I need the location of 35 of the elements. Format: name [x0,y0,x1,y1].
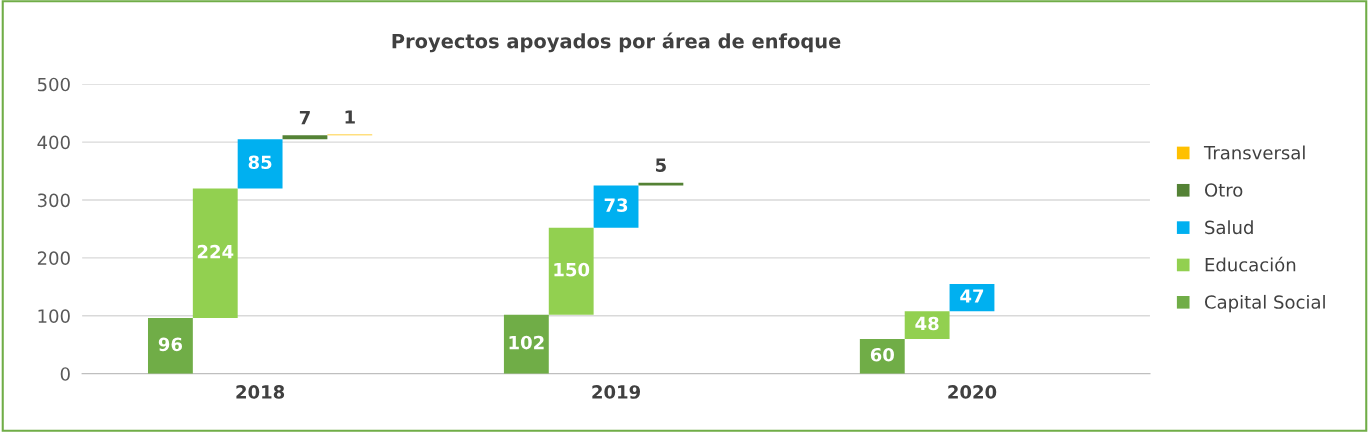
bar [503,314,549,374]
y-tick-label: 100 [38,309,70,323]
bar [282,135,328,140]
data-label: 1 [345,110,355,124]
y-tick-label: 500 [37,77,70,92]
data-label: 5 [656,158,666,172]
y-tick-label: 300 [37,193,70,208]
data-label: 102 [509,335,544,350]
legend-label: Capital Social [1204,294,1325,313]
bar [548,227,594,315]
bar [147,318,193,374]
legend-label: Transversal [1203,145,1305,160]
y-tick-label: 400 [37,135,70,150]
legend-label: Otro [1204,183,1243,197]
data-label: 60 [870,347,894,362]
data-label: 150 [554,262,590,277]
y-tick-label: 0 [60,367,70,381]
bar [638,182,684,186]
chart-title: Proyectos apoyados por área de enfoque [392,32,841,53]
data-label: 7 [299,111,310,125]
x-tick-label: 2020 [948,385,997,399]
data-label: 48 [915,316,939,331]
bar [593,185,639,228]
bar [192,188,238,319]
bar [237,139,283,189]
data-label: 73 [604,198,628,212]
data-label: 47 [960,289,984,303]
data-label: 85 [248,155,272,170]
data-label: 96 [158,337,183,352]
data-label: 224 [197,244,234,259]
legend-label: Salud [1205,220,1253,235]
y-tick-label: 200 [37,251,70,266]
x-tick-label: 2018 [236,385,285,399]
x-tick-label: 2019 [592,385,641,399]
legend-label: Educación [1205,256,1296,272]
